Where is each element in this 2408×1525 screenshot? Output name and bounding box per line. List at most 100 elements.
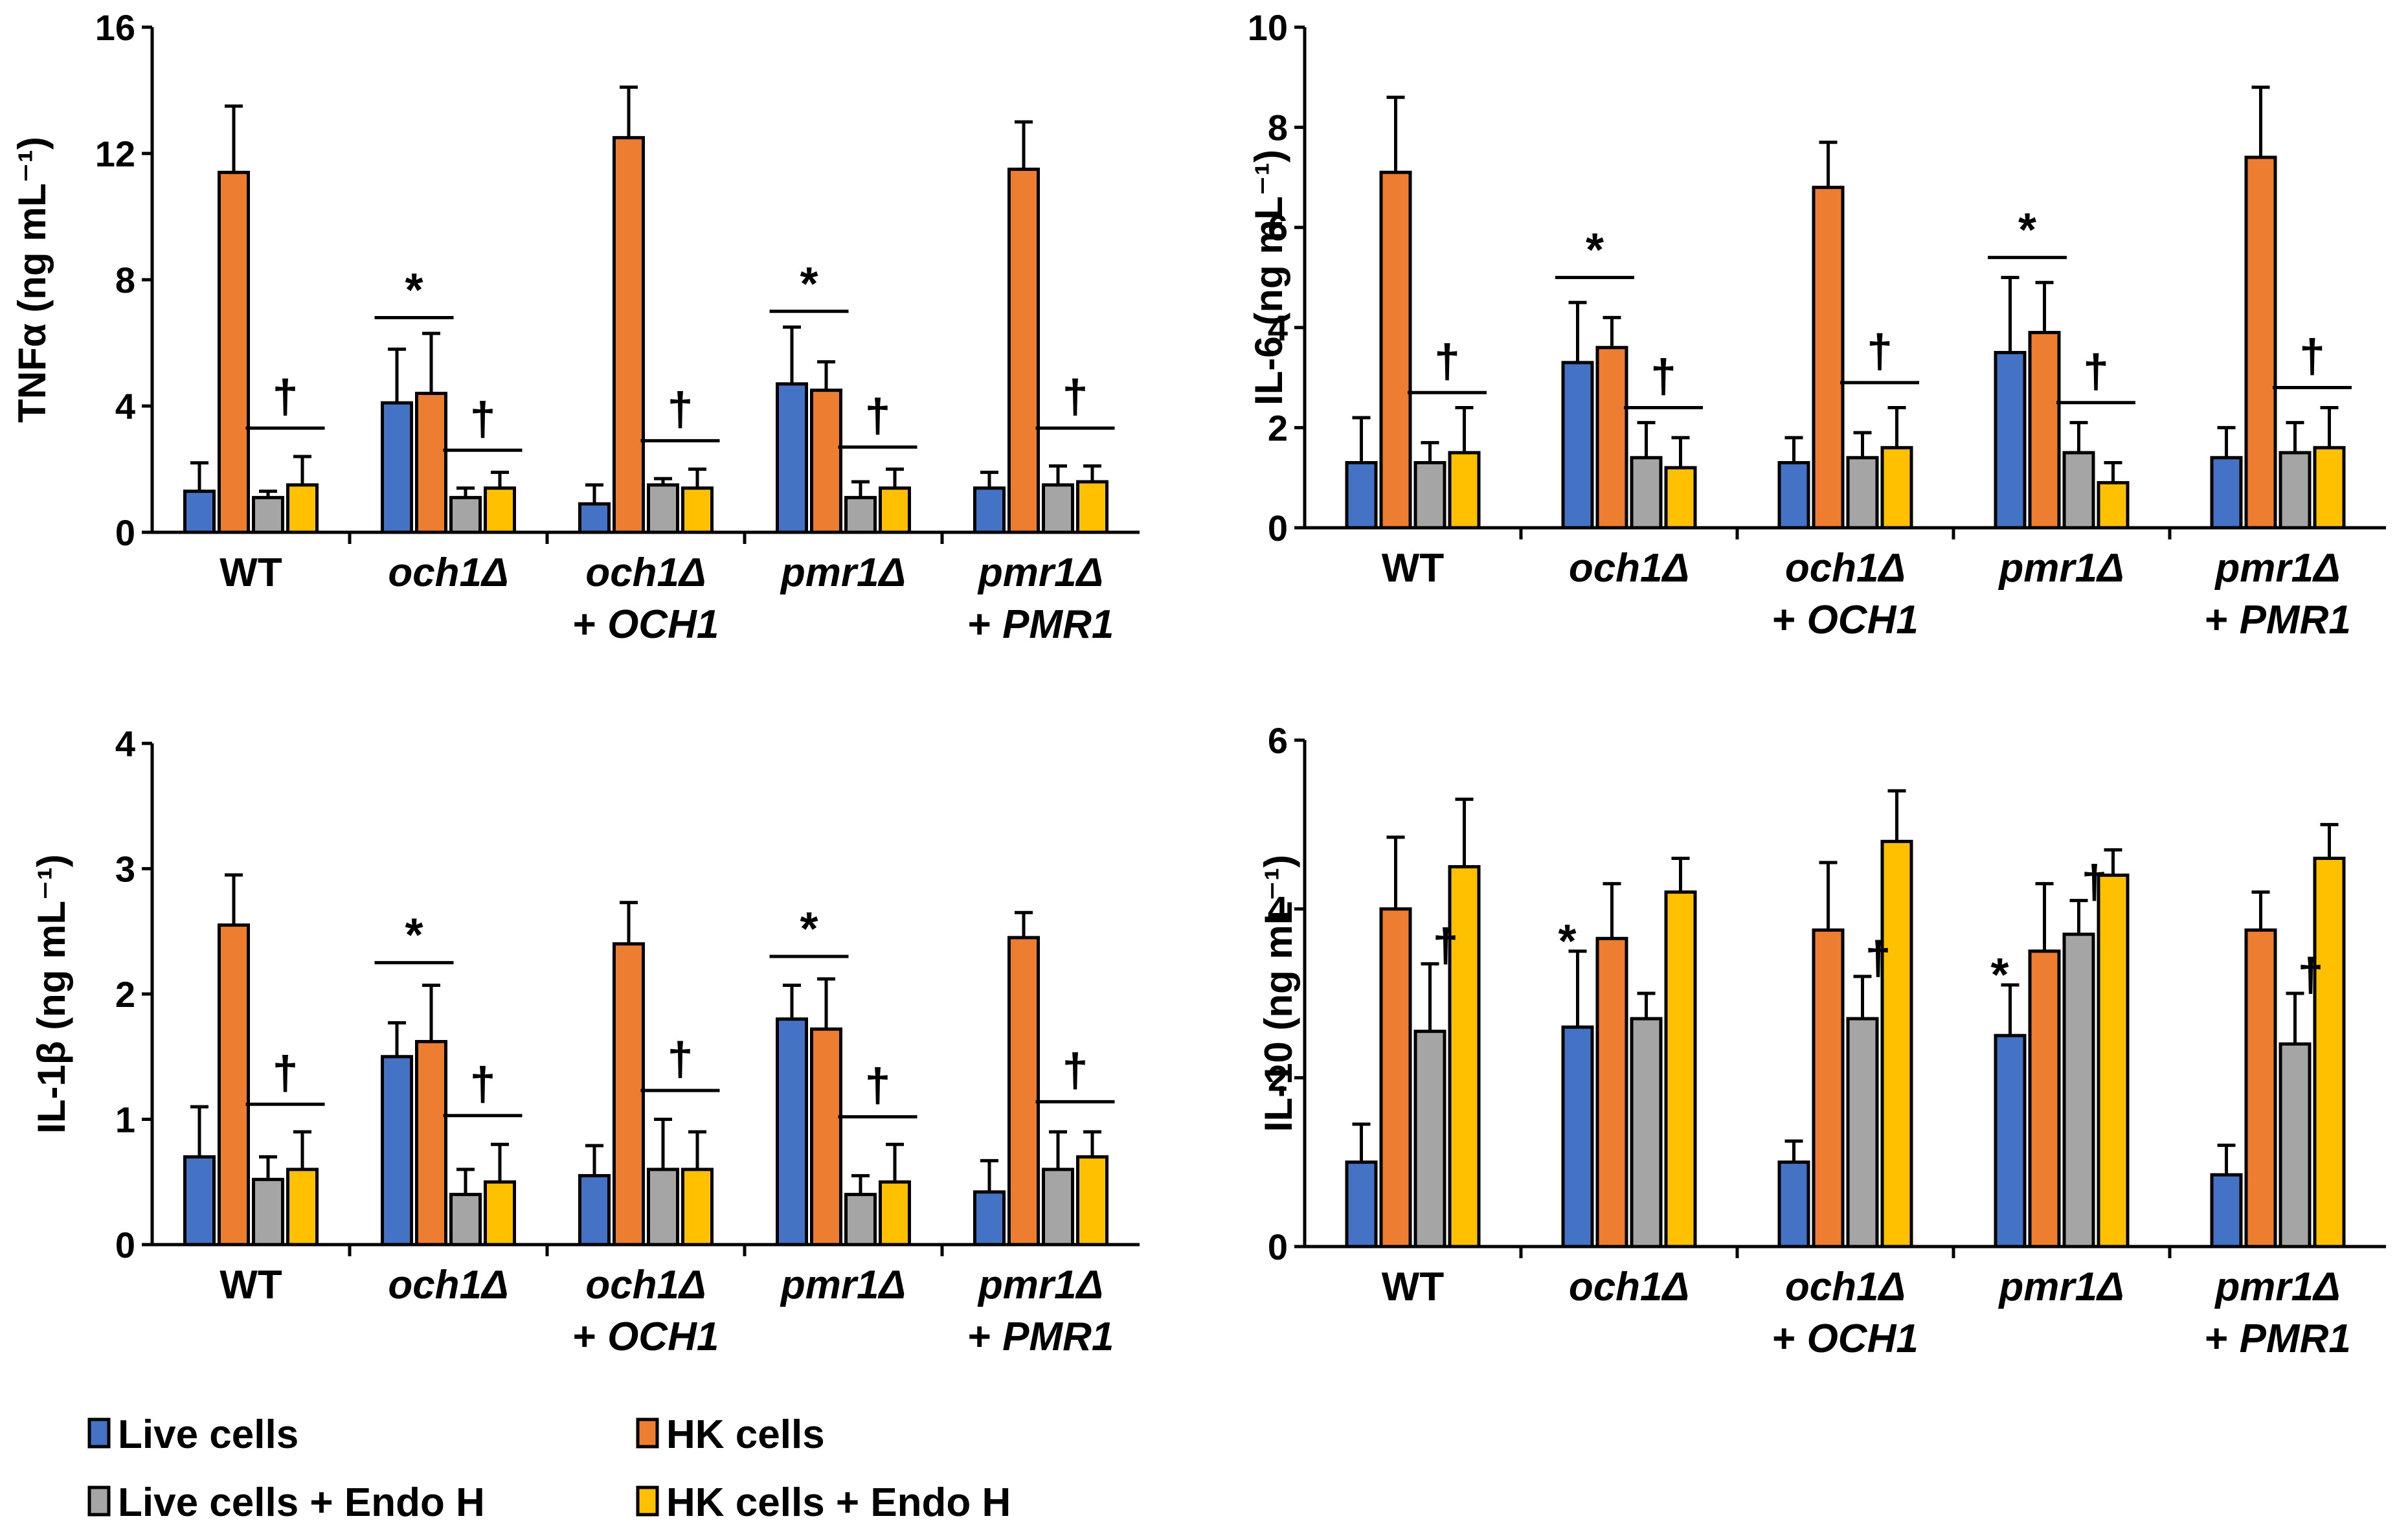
bar (1379, 170, 1412, 530)
bar (1994, 1034, 2027, 1248)
bar (681, 1168, 714, 1247)
bar (1595, 346, 1628, 530)
significance-dagger: † (1434, 335, 1460, 387)
bar (1413, 461, 1446, 530)
significance-dagger: † (272, 371, 298, 423)
legend-label-hk-endoh: HK cells + Endo H (666, 1480, 1011, 1525)
legend-label-hk: HK cells (666, 1412, 825, 1457)
bar (2279, 451, 2312, 530)
bar (879, 486, 911, 534)
y-tick-label: 2 (115, 974, 135, 1015)
x-category-label: pmr1Δ (2214, 546, 2340, 591)
bar (2313, 856, 2346, 1248)
y-tick-label: 0 (115, 1225, 135, 1265)
significance-star: * (1586, 225, 1604, 277)
x-category-label: och1Δ (585, 1263, 706, 1307)
significance-star: * (800, 258, 818, 310)
x-category-sublabel: + OCH1 (573, 602, 719, 647)
bar (2097, 480, 2130, 530)
x-category-label: och1Δ (388, 1263, 508, 1307)
y-tick-label: 10 (1248, 7, 1288, 48)
bar (973, 486, 1006, 534)
bar (1880, 446, 1913, 530)
bar (1664, 466, 1697, 530)
y-tick-label: 0 (1268, 1226, 1288, 1267)
bar (1846, 456, 1879, 530)
significance-dagger: † (469, 1059, 495, 1111)
y-tick-label: 4 (1268, 308, 1288, 348)
bar (1448, 865, 1481, 1248)
bar (844, 1193, 877, 1247)
x-category-label: WT (1382, 546, 1445, 591)
bar (1994, 350, 2027, 530)
significance-star: * (1990, 949, 2009, 1001)
bar (810, 1027, 842, 1247)
x-category-label: och1Δ (388, 550, 508, 595)
bar (973, 1190, 1006, 1247)
bar (484, 486, 516, 534)
y-tick-label: 4 (1268, 889, 1288, 930)
tnfa-panel: 0 4 8 12 16 TNFα (ng mL⁻¹) WT och1Δ och1Δ + OCH1 p… (10, 7, 1140, 647)
bar (1630, 1017, 1663, 1248)
bar (776, 1017, 808, 1247)
y-tick-label: 12 (95, 133, 135, 174)
significance-star: * (2018, 205, 2036, 256)
bar (578, 1174, 611, 1247)
x-category-label: WT (219, 550, 282, 595)
bar (2210, 456, 2243, 530)
significance-dagger: † (1865, 932, 1891, 984)
bar (1448, 451, 1481, 530)
bar (1345, 461, 1378, 530)
bar (252, 495, 284, 534)
y-tick-label: 2 (1268, 407, 1288, 448)
il10-panel: 0 2 4 6 IL-10 (ng mL⁻¹) WT och1Δ och1Δ + OCH1 pmr… (1257, 720, 2386, 1361)
y-tick-label: 1 (115, 1100, 135, 1140)
bar (1595, 936, 1628, 1248)
bar (252, 1177, 284, 1247)
y-tick-label: 4 (115, 386, 135, 427)
significance-dagger: † (1650, 350, 1676, 402)
y-tick-label: 0 (1268, 508, 1288, 548)
bar (381, 401, 413, 534)
bar (2062, 451, 2095, 530)
x-category-label: och1Δ (1569, 546, 1689, 591)
y-tick-label: 6 (1268, 207, 1288, 248)
y-tick-label: 3 (115, 849, 135, 890)
y-axis-label: IL-10 (ng mL⁻¹) (1257, 855, 1300, 1132)
bar (1561, 361, 1594, 530)
bar (1076, 1155, 1108, 1247)
y-axis-label: IL-6 (ng mL⁻¹) (1247, 150, 1290, 405)
x-category-label: WT (1382, 1265, 1445, 1309)
bar (1880, 839, 1913, 1248)
significance-star: * (800, 903, 818, 955)
bar (2062, 932, 2095, 1248)
bar (1007, 167, 1040, 534)
significance-dagger: † (2297, 949, 2323, 1001)
y-tick-label: 6 (1268, 720, 1288, 761)
x-category-label: och1Δ (585, 550, 706, 595)
x-category-label: pmr1Δ (977, 1263, 1103, 1307)
x-category-sublabel: + OCH1 (573, 1315, 719, 1359)
significance-star: * (405, 265, 423, 317)
x-category-label: pmr1Δ (1997, 546, 2124, 591)
y-tick-label: 0 (115, 512, 135, 553)
significance-dagger: † (864, 1060, 890, 1112)
significance-dagger: † (1432, 920, 1458, 971)
significance-dagger: † (469, 393, 495, 445)
bar (1042, 1168, 1074, 1247)
bar (381, 1055, 413, 1247)
significance-dagger: † (667, 1034, 693, 1085)
significance-star: * (405, 910, 423, 962)
bar (1561, 1025, 1594, 1248)
y-tick-label: 16 (95, 7, 135, 48)
bar (286, 483, 319, 534)
bar (2244, 928, 2277, 1248)
bar (1076, 480, 1108, 534)
bar (183, 1155, 216, 1247)
y-tick-label: 8 (115, 260, 135, 300)
significance-dagger: † (2081, 857, 2107, 909)
x-category-sublabel: + PMR1 (968, 602, 1114, 647)
x-category-sublabel: + PMR1 (2205, 598, 2351, 642)
bar (647, 1168, 679, 1247)
